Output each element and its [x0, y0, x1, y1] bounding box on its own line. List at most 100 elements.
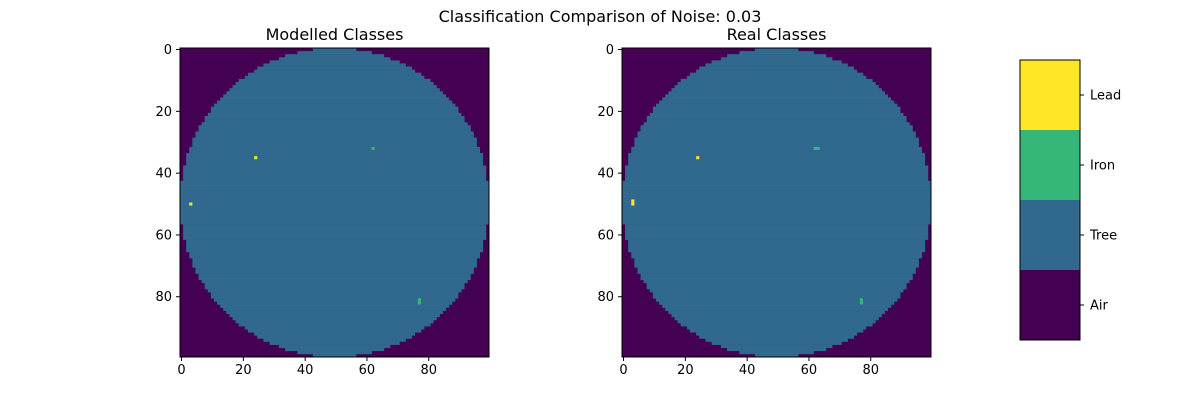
- disk-row: [192, 261, 477, 265]
- disk-row: [186, 153, 484, 157]
- disk-row: [192, 140, 477, 145]
- panel-title: Modelled Classes: [266, 25, 404, 44]
- patch-iron: [417, 298, 422, 305]
- disk-row: [622, 196, 932, 200]
- patch-lead: [254, 156, 258, 160]
- disk-row: [204, 119, 465, 123]
- disk-row: [637, 267, 916, 271]
- disk-row: [668, 91, 885, 95]
- disk-row: [628, 242, 926, 247]
- x-tick-label: 40: [297, 363, 314, 378]
- x-tick-label: 60: [801, 363, 818, 378]
- disk-row: [622, 205, 932, 209]
- disk-row: [198, 125, 471, 129]
- disk-row: [238, 78, 431, 83]
- disk-row: [625, 227, 929, 231]
- disk-row: [229, 313, 440, 318]
- disk-row: [244, 326, 425, 330]
- disk-row: [220, 97, 450, 101]
- patch-iron: [859, 298, 864, 305]
- heatmap-panel-1: Modelled Classes 0 20 40 60 80 0 20 40 60 80: [155, 25, 490, 378]
- disk-row: [659, 301, 895, 305]
- disk-row: [257, 66, 413, 70]
- disk-row: [278, 344, 391, 349]
- colorbar-segment-air: [1020, 270, 1080, 341]
- disk-row: [189, 251, 481, 256]
- disk-row: [210, 292, 459, 296]
- disk-row: [186, 159, 484, 163]
- disk-row: [213, 103, 456, 108]
- disk-row: [217, 301, 453, 305]
- disk-row: [739, 350, 814, 355]
- disk-row: [180, 208, 490, 213]
- disk-row: [254, 332, 416, 336]
- disk-row: [622, 211, 932, 216]
- disk-row: [229, 88, 440, 92]
- patch-iron: [813, 146, 820, 150]
- y-tick-label: 40: [597, 167, 614, 182]
- disk-row: [198, 273, 471, 277]
- disk-row: [180, 193, 490, 197]
- disk-row: [210, 109, 459, 114]
- disk-row: [312, 48, 357, 52]
- disk-row: [223, 94, 447, 98]
- disk-row: [183, 224, 487, 228]
- disk-row: [625, 224, 929, 228]
- disk-row: [625, 236, 929, 240]
- heatmap-panel-2: Real Classes 0 20 40 60 80 0 20 40 60 80: [597, 25, 932, 378]
- disk-row: [204, 282, 465, 287]
- x-tick-label: 20: [677, 363, 694, 378]
- disk-row: [622, 183, 932, 188]
- disk-row: [634, 140, 919, 145]
- disk-row: [269, 341, 400, 345]
- y-tick-label: 40: [155, 167, 172, 182]
- disk-row: [183, 171, 487, 175]
- colorbar-segment-lead: [1020, 60, 1080, 131]
- disk-row: [628, 245, 926, 250]
- patch-iron: [371, 146, 375, 150]
- disk-row: [192, 143, 477, 148]
- disk-row: [634, 143, 919, 148]
- disk-row: [640, 273, 913, 277]
- disk-row: [297, 350, 372, 355]
- disk-row: [622, 217, 932, 222]
- x-tick-label: 60: [359, 363, 376, 378]
- patch-lead: [696, 156, 700, 160]
- disk-row: [652, 292, 901, 296]
- disk-row: [186, 156, 484, 160]
- disk-row: [637, 131, 916, 135]
- disk-row: [183, 174, 487, 179]
- disk-row: [180, 183, 490, 188]
- disk-row: [180, 205, 490, 209]
- x-tick-label: 0: [619, 363, 627, 378]
- disk-row: [652, 106, 901, 111]
- disk-row: [631, 146, 923, 151]
- disk-row: [207, 112, 462, 117]
- disk-row: [195, 267, 474, 271]
- disk-row: [186, 239, 484, 243]
- disk-row: [198, 276, 471, 281]
- disk-row: [622, 221, 932, 225]
- disk-row: [720, 344, 833, 349]
- disk-row: [180, 211, 490, 216]
- disk-row: [207, 289, 462, 293]
- disk-row: [640, 128, 913, 132]
- colorbar-label: Iron: [1090, 159, 1115, 174]
- disk-row: [312, 353, 357, 358]
- disk-row: [727, 54, 827, 58]
- disk-row: [195, 270, 474, 274]
- disk-row: [195, 131, 474, 135]
- disk-row: [677, 319, 876, 324]
- disk-row: [247, 72, 422, 77]
- disk-row: [625, 171, 929, 175]
- y-tick-label: 60: [155, 228, 172, 243]
- disk-row: [634, 258, 919, 262]
- disk-row: [699, 335, 855, 339]
- disk-row: [254, 69, 416, 74]
- y-tick-label: 0: [606, 43, 614, 58]
- disk-row: [622, 193, 932, 197]
- disk-row: [180, 217, 490, 222]
- disk-row: [628, 248, 926, 253]
- disk-row: [180, 180, 490, 185]
